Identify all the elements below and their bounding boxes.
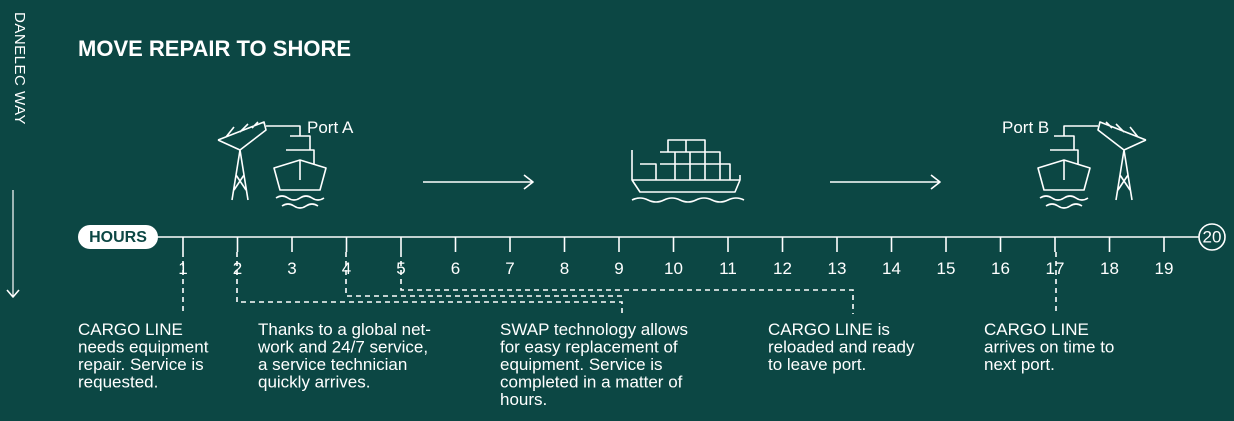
- title: MOVE REPAIR TO SHORE: [78, 36, 351, 61]
- hour-label: 15: [937, 259, 956, 278]
- note-line: Thanks to a global net-: [258, 320, 431, 339]
- note-line: CARGO LINE is: [768, 320, 890, 339]
- side-label: DANELEC WAY: [11, 12, 28, 125]
- note-line: CARGO LINE: [78, 320, 183, 339]
- note-line: needs equipment: [78, 338, 209, 357]
- note-line: for easy replacement of: [500, 338, 678, 357]
- note-line: to leave port.: [768, 355, 866, 374]
- hour-label: 19: [1155, 259, 1174, 278]
- note-line: quickly arrives.: [258, 373, 370, 392]
- hour-label: 17: [1046, 259, 1065, 278]
- port-label: Port A: [307, 118, 354, 137]
- note-line: repair. Service is: [78, 355, 204, 374]
- note-line: arrives on time to: [984, 338, 1114, 357]
- note-line: CARGO LINE: [984, 320, 1089, 339]
- note-line: SWAP technology allows: [500, 320, 688, 339]
- hour-label: 6: [451, 259, 460, 278]
- hour-label: 13: [828, 259, 847, 278]
- note-line: equipment. Service is: [500, 355, 663, 374]
- hour-label: 12: [773, 259, 792, 278]
- note-line: completed in a matter of: [500, 373, 683, 392]
- end-label: 20: [1203, 227, 1222, 246]
- hour-label: 7: [505, 259, 514, 278]
- hours-label: HOURS: [89, 229, 147, 246]
- hour-label: 9: [614, 259, 623, 278]
- note-line: hours.: [500, 390, 547, 409]
- hour-label: 3: [287, 259, 296, 278]
- hour-label: 16: [991, 259, 1010, 278]
- note-line: next port.: [984, 355, 1055, 374]
- page: DANELEC WAY MOVE REPAIR TO SHORE Port A …: [0, 0, 1234, 421]
- note-line: work and 24/7 service,: [257, 338, 428, 357]
- hour-label: 11: [719, 259, 737, 278]
- hour-label: 14: [882, 259, 901, 278]
- note-line: a service technician: [258, 355, 407, 374]
- infographic: DANELEC WAY MOVE REPAIR TO SHORE Port A …: [0, 0, 1234, 421]
- note-line: reloaded and ready: [768, 338, 915, 357]
- note-line: requested.: [78, 373, 158, 392]
- hour-label: 10: [664, 259, 683, 278]
- hour-label: 18: [1100, 259, 1119, 278]
- port-label: Port B: [1002, 118, 1049, 137]
- hour-label: 8: [560, 259, 569, 278]
